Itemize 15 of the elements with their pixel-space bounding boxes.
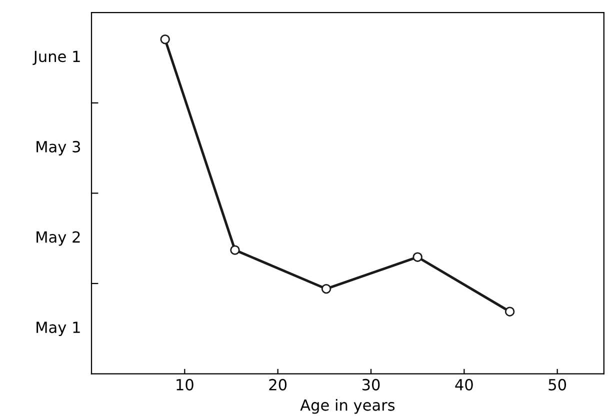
x-tick-label: 40 <box>455 378 473 390</box>
text: May 2 <box>36 231 80 246</box>
text: June 1 <box>32 50 80 66</box>
point <box>504 306 515 316</box>
point <box>160 34 170 44</box>
point <box>412 252 422 262</box>
point <box>321 284 332 294</box>
x-axis-title: Age in years <box>300 399 395 414</box>
point <box>230 245 240 255</box>
x-tick-label: 50 <box>548 378 566 390</box>
text: May 1 <box>36 322 80 336</box>
x-tick-label: 30 <box>362 378 380 390</box>
x-tick-label: 20 <box>269 378 287 390</box>
x-tick-label: 10 <box>176 378 194 390</box>
text: May 3 <box>36 140 80 156</box>
